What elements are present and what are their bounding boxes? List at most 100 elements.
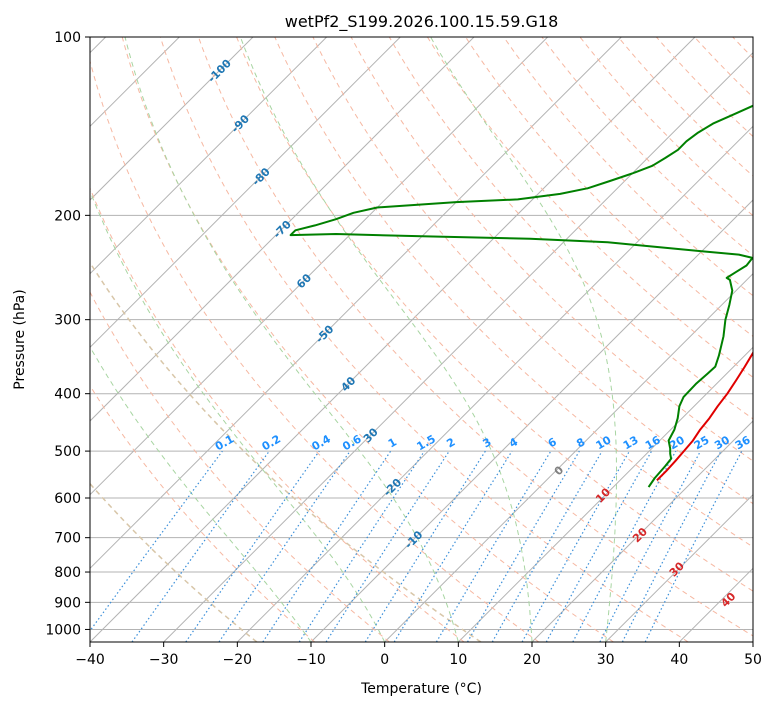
- mixing-ratio-lines: [90, 450, 743, 642]
- isotherm-gridlines: [90, 37, 753, 642]
- dewpoint-profile-line: [289, 104, 753, 488]
- mixing-ratio-line: [521, 450, 631, 642]
- plot-area: 0.1 0.2 0.4 0.6 1 1.5 2 3 4 6 8 10 13 16 20 25 30 36-100-…: [90, 37, 775, 642]
- temperature-profile-line: [656, 350, 753, 482]
- moist-adiabat-line: [430, 37, 617, 642]
- dry-adiabat-line: [198, 37, 753, 637]
- mixing-ratio-label: 16: [643, 433, 663, 452]
- isotherm-line: [531, 420, 753, 642]
- x-tick-label: 20: [523, 652, 541, 668]
- isotherm-label: 30: [361, 425, 381, 445]
- dry-adiabat-line: [465, 37, 753, 337]
- mixing-ratio-label: 6: [546, 435, 559, 450]
- y-tick-label: 700: [54, 531, 81, 547]
- isotherm-line: [384, 272, 753, 642]
- mixing-ratio-line: [185, 450, 320, 642]
- dry-adiabat-line: [90, 59, 540, 642]
- x-tick-label: 10: [449, 652, 467, 668]
- mixing-ratio-label: 3: [480, 435, 493, 450]
- y-axis: 100 200 300 400 500 600 700 800 900 1000: [45, 30, 90, 638]
- mixing-ratio-label: 30: [712, 433, 732, 452]
- mixing-ratio-line: [466, 450, 580, 642]
- isotherm-label: -100: [205, 57, 234, 86]
- dry-adiabat-line: [159, 37, 689, 642]
- isotherm-line: [90, 37, 622, 570]
- isotherm-line: [457, 346, 753, 642]
- x-tick-label: 0: [380, 652, 389, 668]
- mixing-ratio-label: 13: [621, 433, 641, 452]
- moist-adiabat-line: [124, 37, 459, 642]
- y-tick-label: 200: [54, 208, 81, 224]
- mixing-ratio-line: [621, 450, 722, 642]
- mixing-ratio-label: 0.2: [260, 432, 283, 453]
- y-tick-label: 100: [54, 30, 81, 46]
- dry-adiabat-line: [90, 384, 316, 642]
- mixing-ratio-line: [393, 450, 513, 642]
- mixing-ratio-label: 8: [574, 435, 587, 450]
- y-tick-label: 400: [54, 387, 81, 403]
- dry-adiabat-line: [90, 291, 390, 642]
- isotherm-line: [90, 37, 696, 642]
- mixing-ratio-label: 2: [444, 435, 457, 450]
- dry-adiabat-line: [121, 37, 614, 642]
- isotherm-label: -80: [250, 165, 273, 188]
- mixing-ratio-line: [131, 450, 270, 642]
- isotherm-line: [605, 493, 753, 642]
- plot-frame: [89, 36, 754, 643]
- moist-adiabats: [90, 37, 617, 642]
- mixing-ratio-line: [491, 450, 603, 642]
- dry-adiabat-line: [312, 37, 753, 505]
- y-axis-label: Pressure (hPa): [12, 289, 28, 389]
- isotherm-line: [236, 125, 753, 642]
- moist-adiabat-line: [90, 345, 312, 642]
- dry-adiabat-line: [388, 37, 753, 420]
- dry-adiabat-line: [350, 37, 753, 462]
- mixing-ratio-line: [90, 450, 223, 632]
- isobar-gridlines: [90, 37, 753, 630]
- isotherm-line: [163, 51, 753, 642]
- y-tick-label: 600: [54, 491, 81, 507]
- y-tick-label: 1000: [45, 622, 81, 638]
- isotherm-line: [90, 37, 549, 496]
- mixing-ratio-line: [218, 450, 351, 642]
- dry-adiabat-line: [503, 37, 753, 297]
- dry-adiabat-line: [771, 37, 775, 642]
- dry-adiabat-line: [274, 37, 753, 548]
- theta-e-line: [90, 482, 258, 642]
- moist-adiabat-line: [90, 189, 386, 642]
- isotherm-label: -20: [381, 476, 404, 499]
- dry-adiabat-line: [90, 186, 465, 642]
- mixing-ratio-line: [572, 450, 677, 642]
- x-axis: −40 −30 −20 −10 0 10 20 30 40 50: [75, 642, 762, 668]
- dry-adiabats: [90, 37, 775, 642]
- moist-adiabat-label: 40: [718, 590, 738, 610]
- isotherm-line: [752, 641, 753, 642]
- x-tick-label: 40: [670, 652, 688, 668]
- moist-adiabat-label: 10: [593, 485, 613, 505]
- theta-e-line: [90, 261, 482, 642]
- mixing-ratio-label: 1: [386, 435, 399, 450]
- x-tick-label: −40: [75, 652, 105, 668]
- mixing-ratio-label: 0.4: [310, 432, 334, 453]
- mixing-ratio-line: [325, 450, 450, 642]
- isotherm-label: -70: [271, 218, 294, 241]
- y-tick-label: 500: [54, 444, 81, 460]
- x-tick-label: 50: [744, 652, 762, 668]
- isotherm-line: [678, 567, 753, 642]
- x-tick-label: −20: [223, 652, 253, 668]
- isotherm-line: [90, 37, 254, 201]
- mixing-ratio-label: 1.5: [414, 432, 437, 453]
- mixing-ratio-line: [364, 450, 486, 642]
- x-axis-label: Temperature (°C): [360, 681, 482, 697]
- isotherm-line: [90, 37, 401, 349]
- x-tick-label: 30: [597, 652, 615, 668]
- x-tick-label: −10: [296, 652, 326, 668]
- mixing-ratio-line: [435, 450, 552, 642]
- moist-adiabat-line: [239, 37, 533, 642]
- mixing-ratio-label: 4: [507, 435, 520, 450]
- y-tick-label: 900: [54, 595, 81, 611]
- mixing-ratio-line: [545, 450, 653, 642]
- dry-adiabat-line: [541, 37, 753, 257]
- isotherm-line: [90, 37, 475, 422]
- theta-e-lines: [90, 261, 482, 642]
